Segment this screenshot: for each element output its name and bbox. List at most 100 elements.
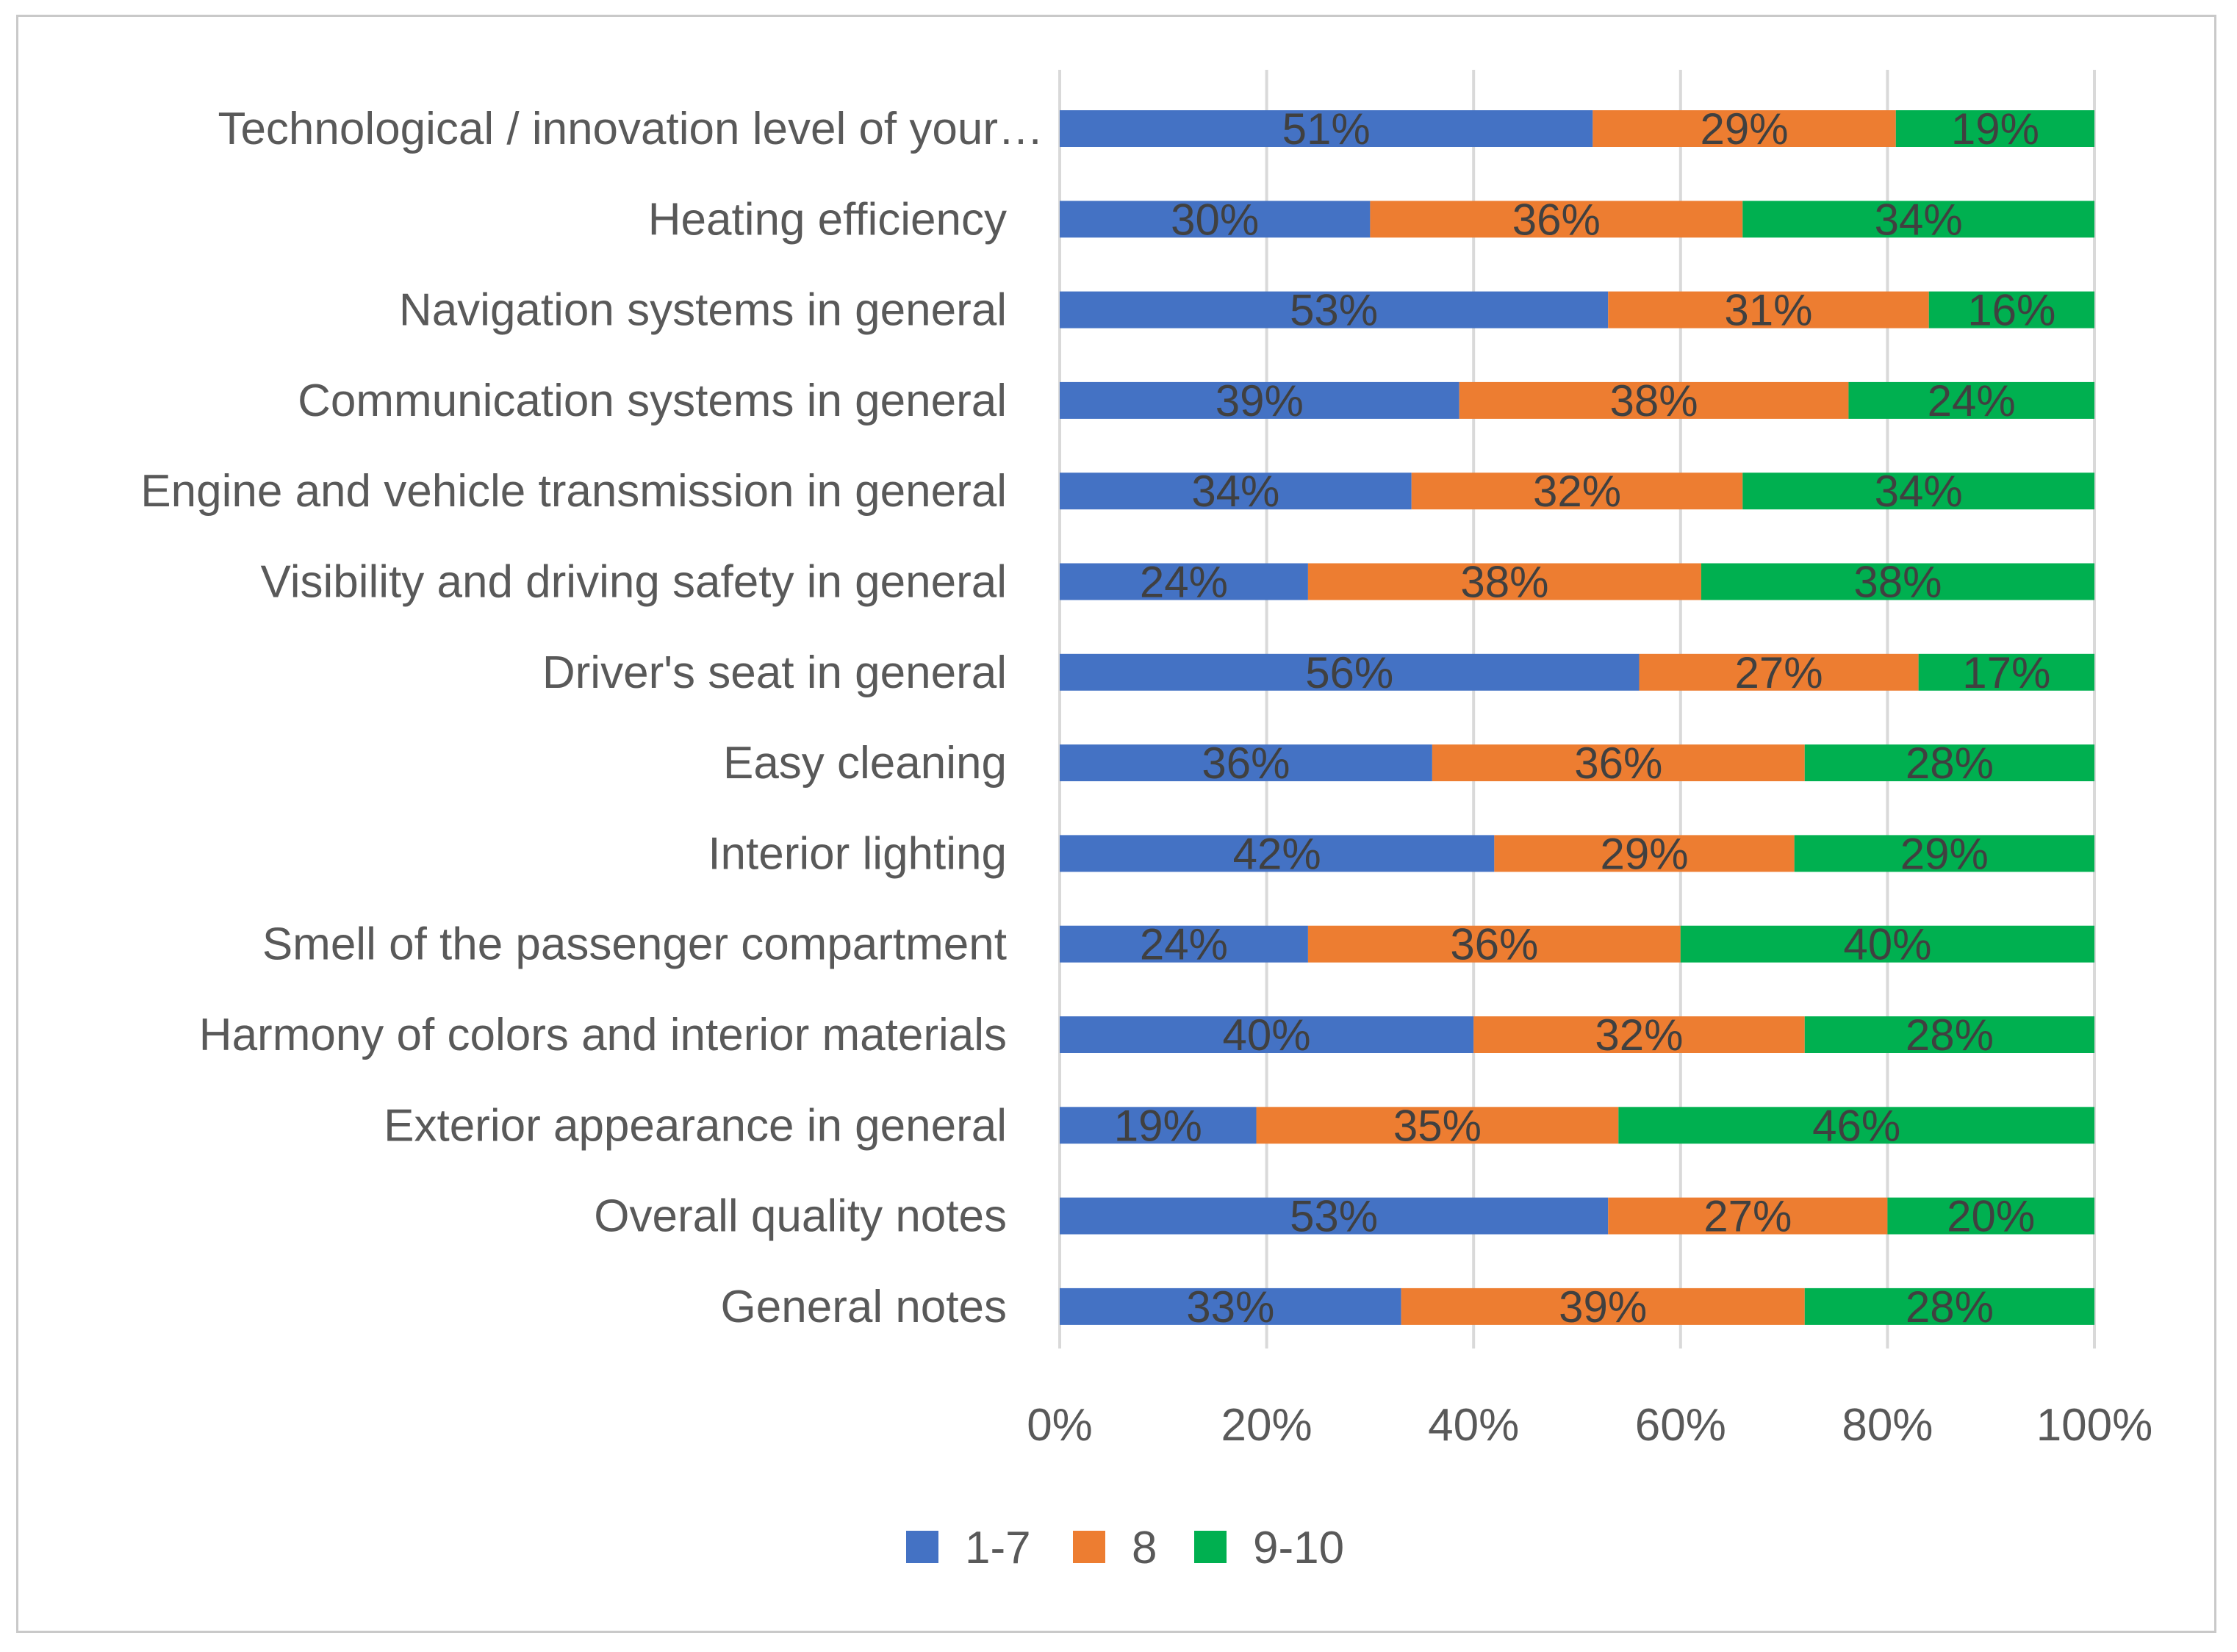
category-labels: Technological / innovation level of your… <box>140 104 1044 1332</box>
x-tick-label: 100% <box>2036 1400 2153 1451</box>
category-label: Navigation systems in general <box>399 285 1007 336</box>
data-label: 17% <box>1962 648 2050 697</box>
legend-label: 8 <box>1132 1523 1157 1573</box>
category-label: Exterior appearance in general <box>384 1100 1007 1151</box>
bar-segment-8 <box>1307 925 1681 963</box>
data-label: 53% <box>1290 286 1378 335</box>
data-label: 24% <box>1140 920 1228 969</box>
data-label: 36% <box>1450 920 1538 969</box>
bar-segment-8 <box>1473 1016 1805 1053</box>
bar-segment-8 <box>1639 653 1919 691</box>
bar-segment-1-7 <box>1060 110 1593 147</box>
bar-segment-9-10 <box>1804 1288 2094 1325</box>
data-label: 16% <box>1967 286 2055 335</box>
bar-segment-8 <box>1608 291 1929 328</box>
category-label: Driver's seat in general <box>542 647 1007 698</box>
data-label: 20% <box>1947 1192 2035 1241</box>
bar-segment-8 <box>1401 1288 1805 1325</box>
bar-segment-8 <box>1256 1107 1619 1144</box>
bar-segment-9-10 <box>1680 925 2094 963</box>
bar-segment-9-10 <box>1701 563 2094 600</box>
data-label: 24% <box>1928 376 2016 425</box>
data-label: 36% <box>1202 739 1290 788</box>
data-label: 30% <box>1171 195 1259 244</box>
data-label: 42% <box>1233 829 1321 878</box>
data-label: 19% <box>1114 1101 1202 1150</box>
bar-segment-9-10 <box>1742 473 2094 510</box>
category-label: Harmony of colors and interior materials <box>199 1010 1007 1060</box>
bar-segment-9-10 <box>1742 201 2094 238</box>
bar-segment-1-7 <box>1060 1016 1474 1053</box>
bar-segment-8 <box>1411 473 1743 510</box>
x-tick-label: 60% <box>1635 1400 1726 1451</box>
bar-segment-9-10 <box>1928 291 2094 328</box>
bar-segment-1-7 <box>1060 381 1459 419</box>
category-label: Engine and vehicle transmission in gener… <box>140 466 1007 517</box>
category-label: General notes <box>721 1282 1007 1332</box>
x-tick-label: 20% <box>1221 1400 1313 1451</box>
bar-segment-9-10 <box>1918 653 2094 691</box>
legend-label: 1-7 <box>965 1523 1031 1573</box>
bar-segment-1-7 <box>1060 1197 1609 1235</box>
bar-segment-1-7 <box>1060 653 1640 691</box>
bar-segment-1-7 <box>1060 835 1495 872</box>
data-label: 24% <box>1140 558 1228 607</box>
data-label: 35% <box>1393 1101 1482 1150</box>
data-label: 32% <box>1595 1010 1683 1060</box>
data-label: 28% <box>1906 1282 1994 1332</box>
bar-segment-1-7 <box>1060 473 1412 510</box>
bar-segment-8 <box>1307 563 1701 600</box>
bar-segment-1-7 <box>1060 201 1371 238</box>
data-label: 32% <box>1533 467 1621 516</box>
bar-segment-1-7 <box>1060 563 1308 600</box>
x-axis-ticks: 0% 20% 40% 60% 80% 100% <box>1027 1400 2152 1451</box>
data-label: 19% <box>1951 104 2039 154</box>
data-label: 28% <box>1906 739 1994 788</box>
bar-segment-1-7 <box>1060 1107 1257 1144</box>
legend-swatch-1-7 <box>906 1531 938 1563</box>
category-label: Technological / innovation level of your… <box>218 104 1044 154</box>
data-label: 56% <box>1305 648 1393 697</box>
data-label: 27% <box>1703 1192 1792 1241</box>
data-label: 34% <box>1191 467 1279 516</box>
bar-segment-9-10 <box>1804 744 2094 782</box>
bar-segment-1-7 <box>1060 291 1609 328</box>
chart-frame <box>16 15 2216 1633</box>
data-label: 38% <box>1610 376 1698 425</box>
data-label: 34% <box>1875 467 1963 516</box>
data-label: 33% <box>1186 1282 1274 1332</box>
data-label: 29% <box>1701 104 1789 154</box>
category-label: Interior lighting <box>708 828 1007 879</box>
data-label: 51% <box>1282 104 1371 154</box>
data-label: 36% <box>1512 195 1601 244</box>
data-label: 27% <box>1735 648 1823 697</box>
data-label: 29% <box>1900 829 1989 878</box>
bar-segment-8 <box>1432 744 1805 782</box>
x-tick-label: 0% <box>1027 1400 1093 1451</box>
data-label: 39% <box>1216 376 1304 425</box>
data-label: 40% <box>1223 1010 1311 1060</box>
bar-segment-8 <box>1370 201 1743 238</box>
data-label: 28% <box>1906 1010 1994 1060</box>
legend: 1-7 8 9-10 <box>906 1523 1344 1573</box>
data-label: 38% <box>1460 558 1548 607</box>
data-label: 29% <box>1600 829 1688 878</box>
category-label: Overall quality notes <box>594 1191 1007 1242</box>
data-label: 36% <box>1574 739 1662 788</box>
legend-swatch-9-10 <box>1194 1531 1227 1563</box>
category-label: Easy cleaning <box>723 738 1007 789</box>
bar-segment-8 <box>1459 381 1849 419</box>
bar-segment-9-10 <box>1887 1197 2094 1235</box>
bar-segment-8 <box>1608 1197 1888 1235</box>
data-label: 31% <box>1724 286 1812 335</box>
bar-segment-9-10 <box>1618 1107 2094 1144</box>
bar-segment-9-10 <box>1794 835 2094 872</box>
data-label: 34% <box>1875 195 1963 244</box>
bar-segment-1-7 <box>1060 744 1432 782</box>
data-label: 38% <box>1853 558 1942 607</box>
gridlines <box>1058 70 2096 1348</box>
bars <box>1060 110 2094 1325</box>
category-label: Smell of the passenger compartment <box>262 919 1007 970</box>
x-tick-label: 80% <box>1842 1400 1933 1451</box>
